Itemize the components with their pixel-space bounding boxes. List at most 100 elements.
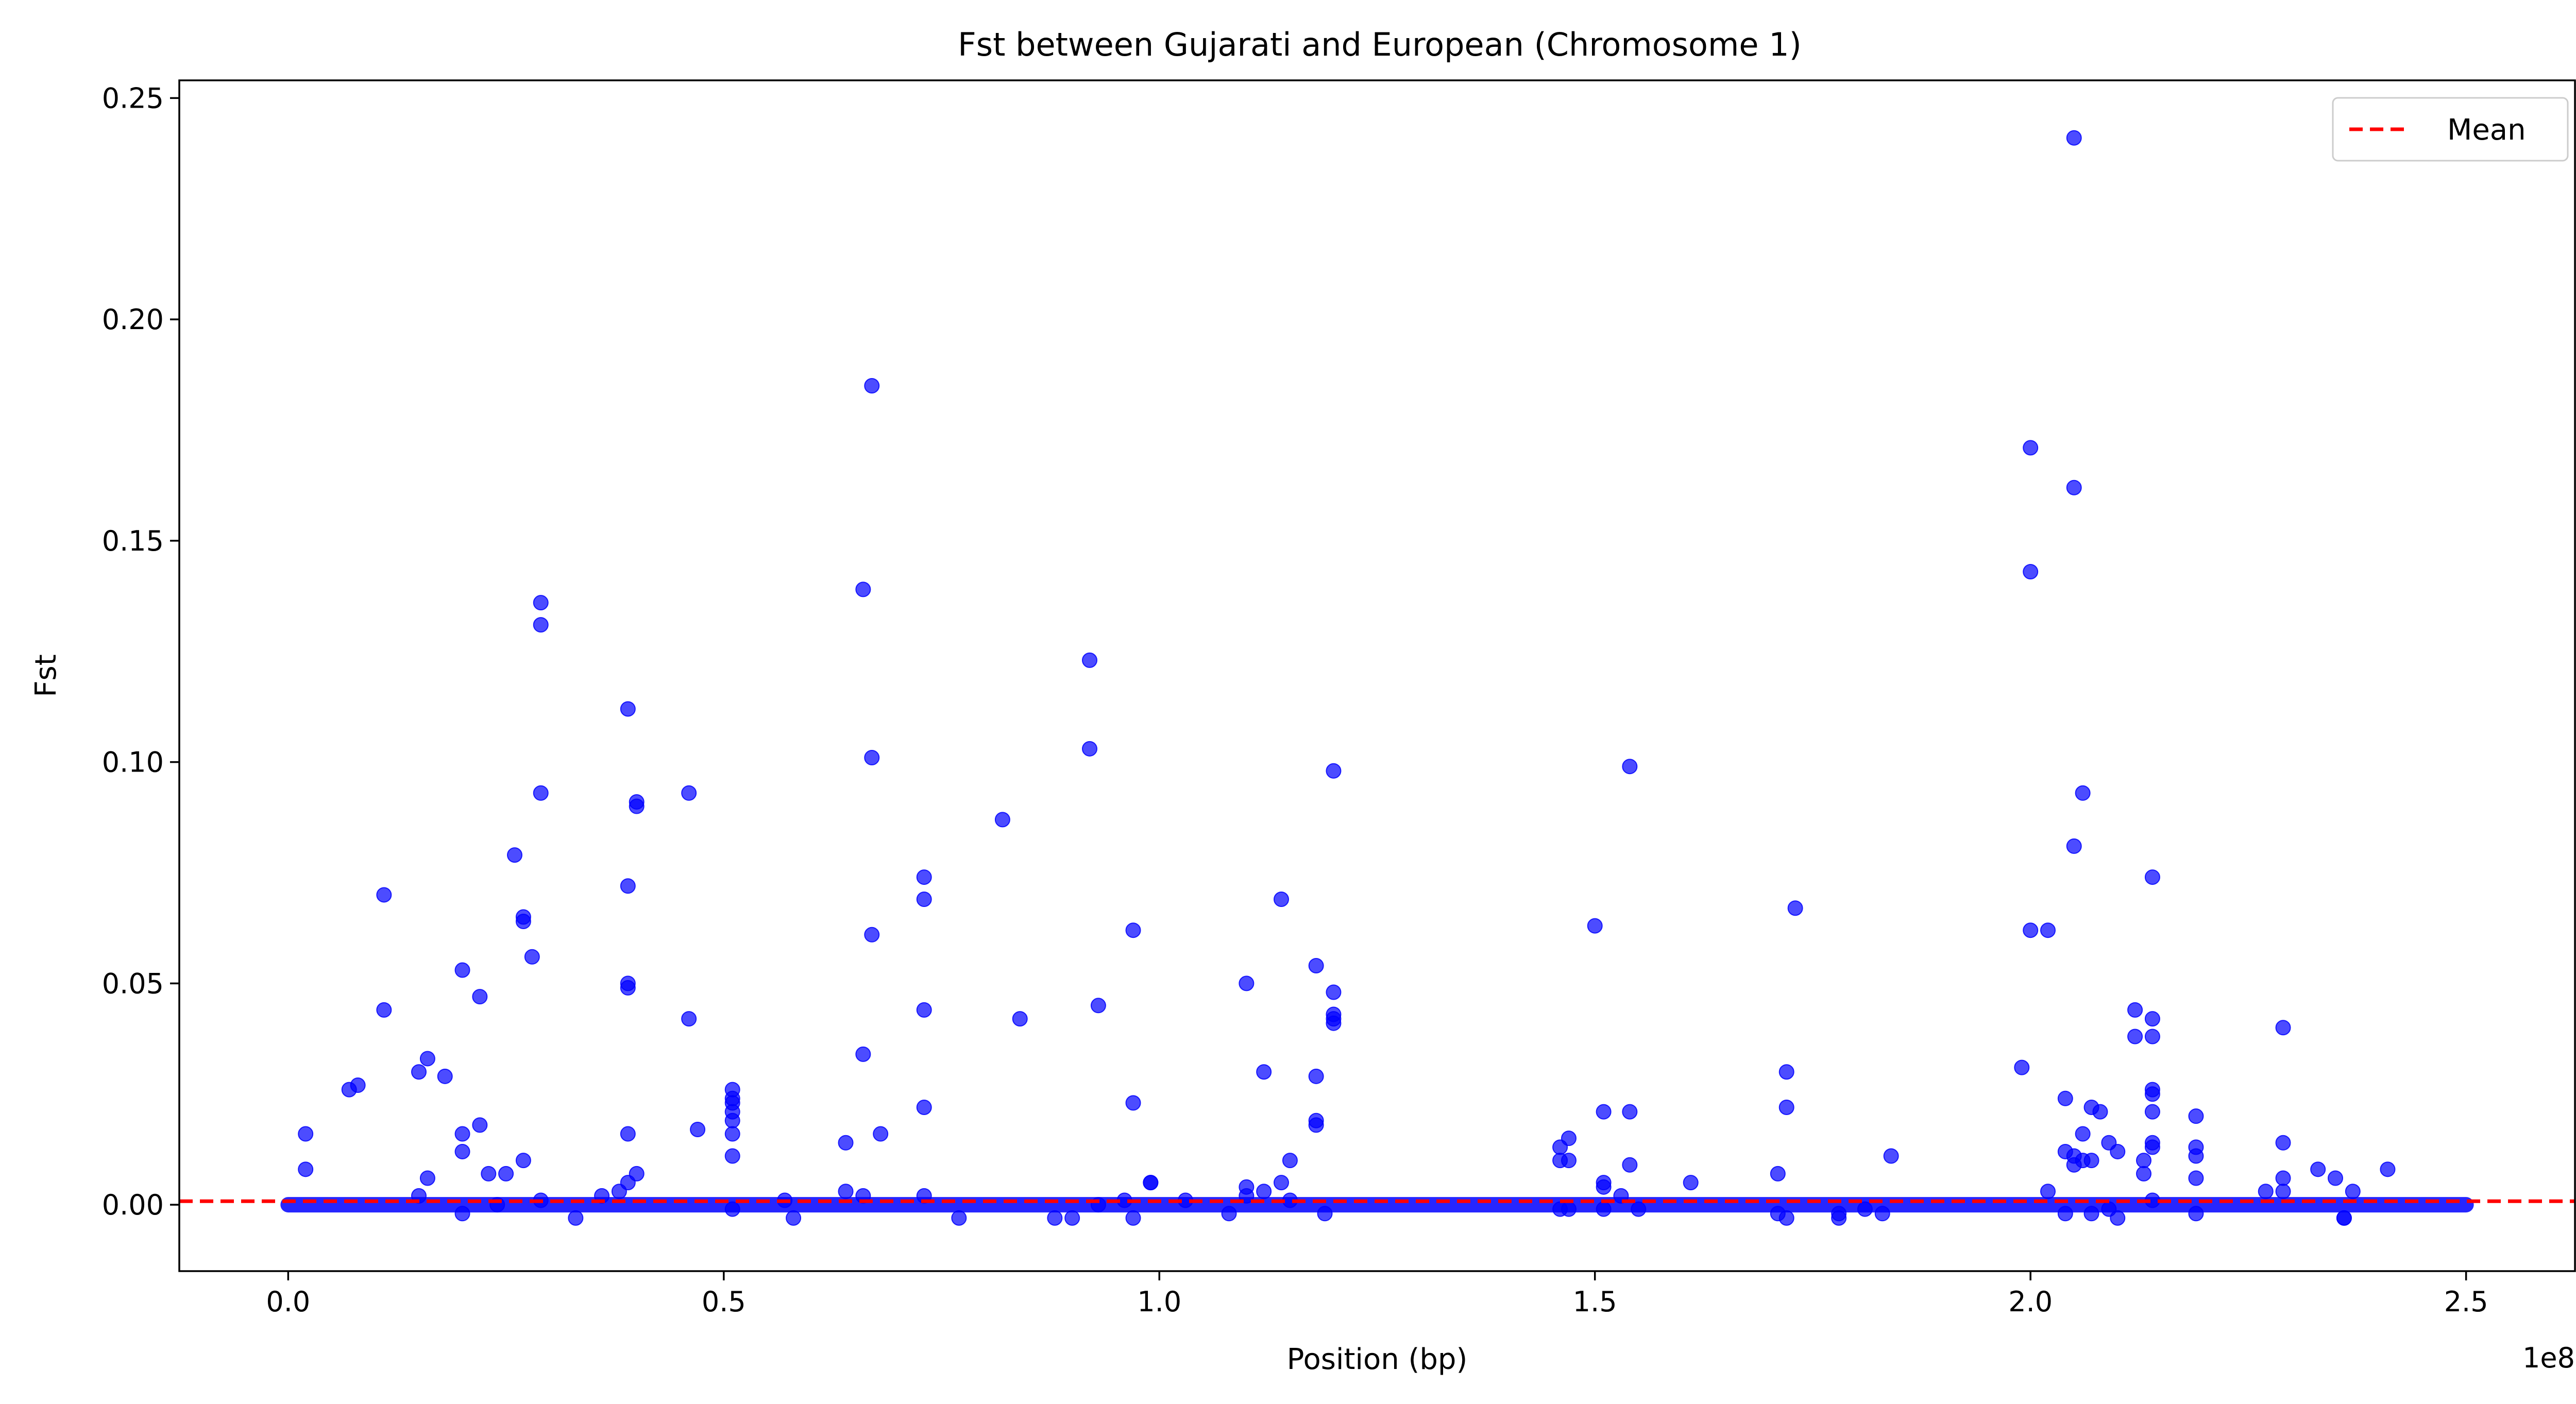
scatter-point [524,949,540,965]
x-axis-label: Position (bp) [1287,1343,1468,1376]
scatter-point [1326,763,1342,779]
scatter-point [611,1184,627,1200]
scatter-point [2083,1206,2099,1222]
scatter-point [1308,1117,1324,1133]
y-tick-label: 0.05 [102,967,164,1000]
scatter-point [1274,892,1289,908]
scatter-point [1596,1104,1612,1120]
scatter-point [1082,652,1097,668]
scatter-point [454,1143,470,1159]
scatter-point [1622,1104,1638,1120]
scatter-point [864,378,880,394]
y-tick-label: 0.10 [102,746,164,779]
x-tick-label: 1.5 [1573,1286,1617,1318]
x-tick-label: 0.0 [266,1286,310,1318]
scatter-point [2188,1148,2204,1164]
scatter-point [298,1126,314,1142]
scatter-point [2188,1108,2204,1124]
scatter-point [533,595,549,611]
chart-title: Fst between Gujarati and European (Chrom… [958,26,1802,63]
scatter-point [2023,440,2039,456]
scatter-point [2188,1170,2204,1186]
scatter-point [838,1184,854,1200]
scatter-point [786,1210,802,1226]
scatter-point [437,1068,453,1084]
scatter-point [1308,1068,1324,1084]
scatter-point [1683,1175,1699,1191]
scatter-point [620,878,636,894]
x-axis-ticks: 0.0 0.5 1.0 1.5 2.0 2.5 [266,1271,2488,1318]
scatter-point [873,1126,889,1142]
scatter-point [1883,1148,1899,1164]
y-axis-label: Fst [29,654,63,697]
scatter-point [681,1011,697,1027]
scatter-point [864,750,880,766]
scatter-point [1622,1157,1638,1173]
x-tick-label: 1.0 [1137,1286,1181,1318]
scatter-point [994,812,1010,828]
scatter-point [1090,998,1106,1014]
scatter-point [2075,785,2091,801]
scatter-point [2014,1059,2030,1075]
scatter-point [2136,1153,2151,1169]
scatter-point [2275,1170,2291,1186]
scatter-point [855,1046,871,1062]
scatter-point [1561,1153,1577,1169]
scatter-point [724,1201,740,1217]
scatter-point [1787,900,1803,916]
legend-mean-label: Mean [2447,113,2526,147]
x-tick-label: 0.5 [702,1286,746,1318]
scatter-point [1587,918,1603,934]
scatter-point [1596,1201,1612,1217]
scatter-point [1317,1206,1333,1222]
scatter-point [515,1153,531,1169]
scatter-point [1770,1166,1786,1182]
scatter-point [1274,1175,1289,1191]
scatter-point [2057,1090,2073,1106]
scatter-point [2136,1166,2151,1182]
scatter-point [1326,1015,1342,1031]
scatter-point [620,701,636,717]
scatter-point [2188,1206,2204,1222]
scatter-point [916,1002,932,1018]
scatter-point [1326,984,1342,1000]
scatter-point [916,1099,932,1115]
scatter-point [2144,1011,2160,1027]
scatter-point [1778,1064,1794,1080]
y-tick-label: 0.00 [102,1189,164,1221]
x-tick-label: 2.0 [2008,1286,2053,1318]
scatter-point [2310,1161,2326,1177]
scatter-point [298,1161,314,1177]
scatter-point [481,1166,497,1182]
scatter-point [2023,922,2039,938]
scatter-point [724,1148,740,1164]
scatter-point [690,1121,706,1137]
scatter-point [864,927,880,943]
scatter-point [2110,1143,2126,1159]
scatter-point [350,1077,366,1093]
scatter-point [2066,480,2082,495]
scatter-point [2336,1210,2352,1226]
scatter-point [1778,1210,1794,1226]
scatter-point [2345,1184,2361,1200]
scatter-point [472,989,488,1005]
scatter-point [2328,1170,2343,1186]
scatter-point [2380,1161,2396,1177]
scatter-point [1239,975,1255,991]
scatter-point [916,869,932,885]
scatter-point [1622,759,1638,775]
scatter-point [1631,1201,1647,1217]
scatter-point [507,847,522,863]
scatter-point [568,1210,584,1226]
scatter-point [1552,1139,1568,1155]
scatter-point [454,1206,470,1222]
scatter-point [2258,1184,2274,1200]
axes-frame [178,79,2576,1272]
legend: Mean [2332,97,2569,162]
scatter-point [1778,1099,1794,1115]
scatter-point [1308,957,1324,973]
scatter-point [724,1112,740,1128]
scatter-point [2083,1153,2099,1169]
scatter-point [724,1126,740,1142]
